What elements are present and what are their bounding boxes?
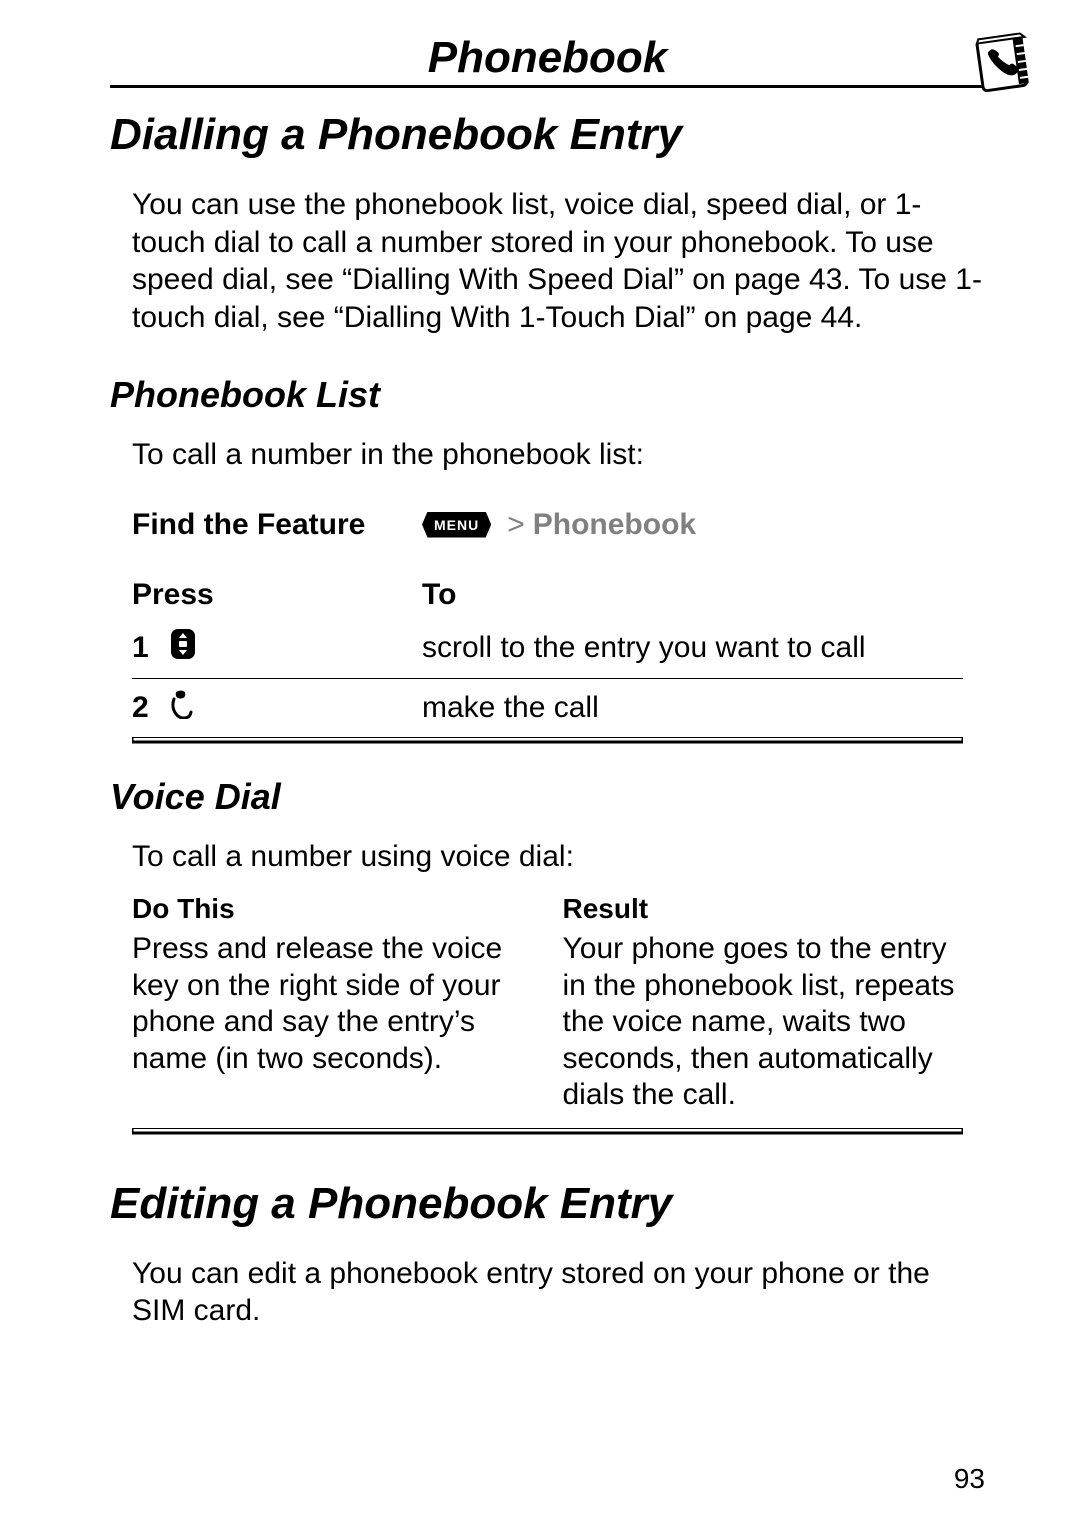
do-column: Do This Press and release the voice key … [132,893,533,1114]
section-dialling-intro: You can use the phonebook list, voice di… [110,186,985,336]
do-header: Do This [132,893,533,925]
result-column: Result Your phone goes to the entry in t… [563,893,964,1114]
phonebook-icon [968,28,1040,105]
path-separator: > [507,508,525,542]
call-key-icon [170,689,194,727]
do-result-table: Do This Press and release the voice key … [132,893,963,1129]
do-text: Press and release the voice key on the r… [132,931,533,1077]
section-editing-intro: You can edit a phonebook entry stored on… [110,1255,985,1330]
phonebook-list-intro: To call a number in the phonebook list: [110,436,985,474]
feature-path: MENU > Phonebook [422,508,696,542]
step-description: scroll to the entry you want to call [422,631,963,665]
voice-dial-intro: To call a number using voice dial: [110,838,985,876]
table-header: Press To [132,572,963,618]
step-number: 2 [132,691,152,725]
find-feature-row: Find the Feature MENU > Phonebook [110,508,985,542]
nav-key-icon [170,628,196,668]
step-number: 1 [132,631,152,665]
table-row: 2 make the call [132,679,963,738]
col-press-header: Press [132,578,422,612]
path-destination: Phonebook [533,508,696,542]
page-number: 93 [954,1463,985,1495]
manual-page: Phonebook Dialling a Phonebook Entry You… [0,0,1080,1525]
col-to-header: To [422,578,963,612]
step-description: make the call [422,691,963,725]
result-header: Result [563,893,964,925]
press-to-table: Press To 1 scroll to the entry you want … [132,572,963,738]
result-text: Your phone goes to the entry in the phon… [563,931,964,1114]
subsection-voice-dial-title: Voice Dial [110,776,985,818]
header-title: Phonebook [110,33,985,85]
section-editing-title: Editing a Phonebook Entry [110,1179,985,1229]
menu-key-icon: MENU [422,512,491,538]
table-row: 1 scroll to the entry you want to call [132,618,963,679]
section-dialling-title: Dialling a Phonebook Entry [110,110,985,160]
subsection-phonebook-list-title: Phonebook List [110,374,985,416]
page-header: Phonebook [110,30,985,88]
find-feature-label: Find the Feature [132,508,422,542]
